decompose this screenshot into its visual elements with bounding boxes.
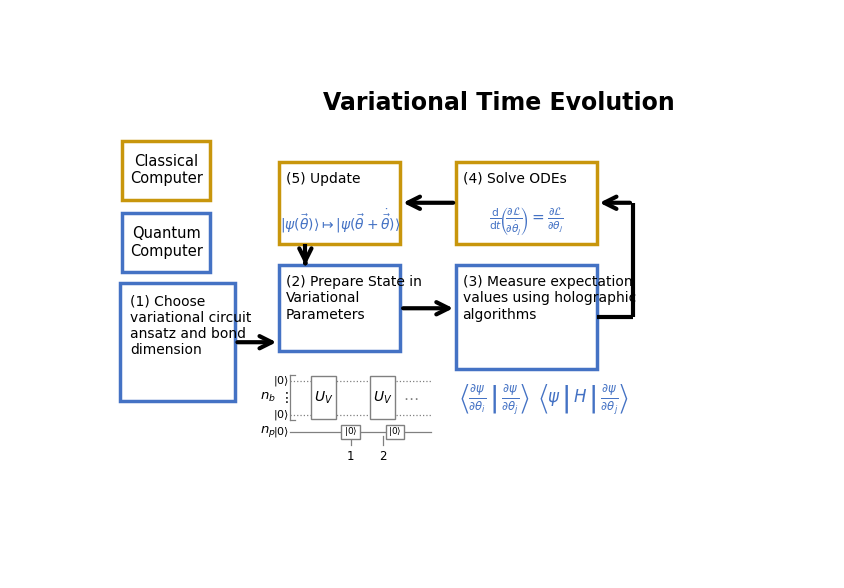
FancyBboxPatch shape	[120, 283, 235, 401]
Text: Variational Time Evolution: Variational Time Evolution	[322, 91, 674, 115]
FancyBboxPatch shape	[122, 213, 210, 272]
Text: $U_V$: $U_V$	[372, 389, 392, 406]
Text: $\left\langle\psi\,\middle|\,H\,\middle|\,\frac{\partial\psi}{\partial\theta_j}\: $\left\langle\psi\,\middle|\,H\,\middle|…	[538, 383, 628, 417]
Text: Quantum
Computer: Quantum Computer	[130, 226, 203, 259]
FancyBboxPatch shape	[279, 162, 400, 243]
Text: $n_p$: $n_p$	[260, 425, 275, 439]
Text: 1: 1	[346, 450, 354, 463]
Text: $|0\rangle$: $|0\rangle$	[388, 425, 402, 439]
Text: $|0\rangle$: $|0\rangle$	[273, 425, 289, 439]
FancyBboxPatch shape	[370, 376, 395, 419]
Text: $\left\langle\frac{\partial\psi}{\partial\theta_i}\,\middle|\,\frac{\partial\psi: $\left\langle\frac{\partial\psi}{\partia…	[459, 383, 529, 417]
Text: $\frac{\mathrm{d}}{\mathrm{d}t}\!\left(\!\frac{\partial\mathcal{L}}{\partial\dot: $\frac{\mathrm{d}}{\mathrm{d}t}\!\left(\…	[489, 206, 563, 238]
Text: $|0\rangle$: $|0\rangle$	[344, 425, 357, 439]
FancyBboxPatch shape	[279, 265, 400, 351]
FancyBboxPatch shape	[122, 141, 210, 199]
Text: $|0\rangle$: $|0\rangle$	[273, 407, 289, 422]
FancyBboxPatch shape	[341, 425, 360, 439]
Text: $|\psi(\vec{\theta})\rangle\mapsto|\psi(\vec{\theta}+\dot{\vec{\theta}})\rangle$: $|\psi(\vec{\theta})\rangle\mapsto|\psi(…	[279, 208, 399, 235]
Text: (2) Prepare State in
Variational
Parameters: (2) Prepare State in Variational Paramet…	[285, 275, 421, 322]
Text: $\vdots$: $\vdots$	[279, 390, 289, 405]
Text: (5) Update: (5) Update	[285, 172, 360, 186]
Text: (1) Choose
variational circuit
ansatz and bond
dimension: (1) Choose variational circuit ansatz an…	[130, 295, 251, 358]
Text: $|0\rangle$: $|0\rangle$	[273, 374, 289, 387]
FancyBboxPatch shape	[311, 376, 336, 419]
Text: $n_b$: $n_b$	[260, 391, 275, 404]
Text: (3) Measure expectation
values using holographic
algorithms: (3) Measure expectation values using hol…	[462, 275, 635, 322]
FancyBboxPatch shape	[456, 265, 596, 369]
Text: $U_V$: $U_V$	[314, 389, 333, 406]
FancyBboxPatch shape	[386, 425, 403, 439]
Text: Classical
Computer: Classical Computer	[130, 154, 203, 186]
Text: 2: 2	[378, 450, 386, 463]
FancyBboxPatch shape	[456, 162, 596, 243]
Text: $\cdots$: $\cdots$	[403, 390, 418, 405]
Text: (4) Solve ODEs: (4) Solve ODEs	[462, 172, 565, 186]
